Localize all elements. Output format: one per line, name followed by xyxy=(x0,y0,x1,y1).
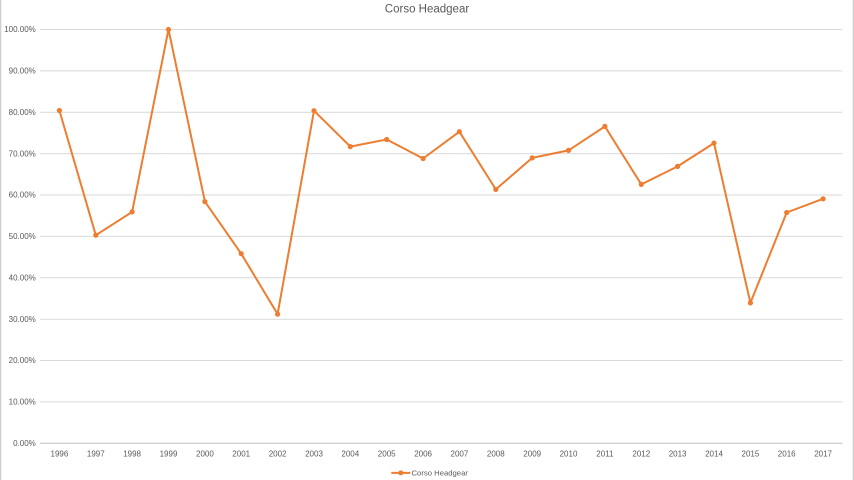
svg-text:Corso Headgear: Corso Headgear xyxy=(385,4,470,16)
svg-text:2015: 2015 xyxy=(742,450,760,459)
svg-text:2004: 2004 xyxy=(341,450,359,459)
svg-text:2002: 2002 xyxy=(269,450,287,459)
svg-text:2001: 2001 xyxy=(232,450,250,459)
svg-text:90.00%: 90.00% xyxy=(9,67,36,76)
svg-text:2016: 2016 xyxy=(778,450,796,459)
svg-text:70.00%: 70.00% xyxy=(9,149,36,158)
svg-text:1999: 1999 xyxy=(160,450,178,459)
svg-text:2009: 2009 xyxy=(523,450,541,459)
svg-text:0.00%: 0.00% xyxy=(13,439,36,448)
svg-text:2006: 2006 xyxy=(414,450,432,459)
svg-text:2007: 2007 xyxy=(451,450,469,459)
svg-text:2017: 2017 xyxy=(814,450,832,459)
svg-text:60.00%: 60.00% xyxy=(9,191,36,200)
svg-text:1998: 1998 xyxy=(123,450,141,459)
svg-text:Corso Headgear: Corso Headgear xyxy=(412,469,469,478)
svg-text:2014: 2014 xyxy=(705,450,723,459)
svg-text:2011: 2011 xyxy=(596,450,614,459)
svg-text:50.00%: 50.00% xyxy=(9,232,36,241)
svg-text:2005: 2005 xyxy=(378,450,396,459)
svg-text:2010: 2010 xyxy=(560,450,578,459)
svg-text:2000: 2000 xyxy=(196,450,214,459)
svg-text:1996: 1996 xyxy=(51,450,69,459)
svg-text:100.00%: 100.00% xyxy=(4,25,36,34)
svg-text:10.00%: 10.00% xyxy=(9,398,36,407)
svg-text:2008: 2008 xyxy=(487,450,505,459)
svg-text:2013: 2013 xyxy=(669,450,687,459)
svg-text:2003: 2003 xyxy=(305,450,323,459)
svg-text:40.00%: 40.00% xyxy=(9,274,36,283)
svg-text:80.00%: 80.00% xyxy=(9,108,36,117)
svg-text:2012: 2012 xyxy=(632,450,650,459)
svg-text:30.00%: 30.00% xyxy=(9,315,36,324)
svg-text:20.00%: 20.00% xyxy=(9,356,36,365)
svg-text:1997: 1997 xyxy=(87,450,105,459)
